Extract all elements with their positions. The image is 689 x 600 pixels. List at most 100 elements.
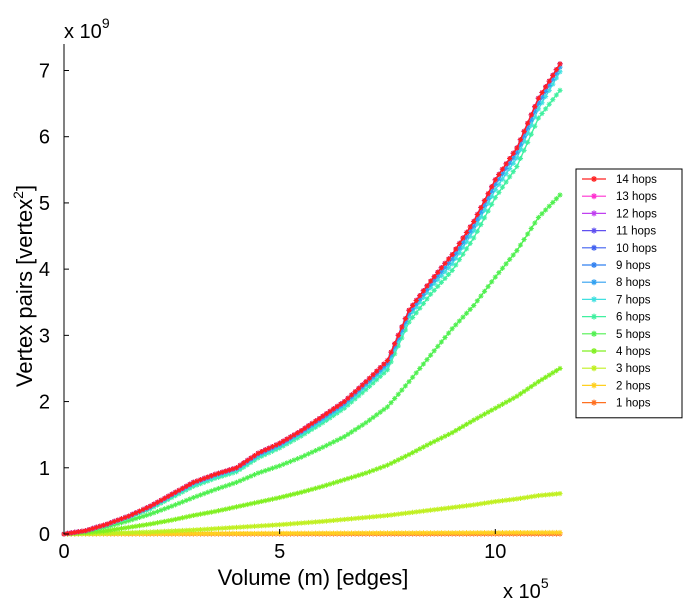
- data-point: [517, 391, 524, 397]
- data-point: [334, 530, 340, 536]
- data-point: [532, 109, 538, 115]
- data-point: [428, 507, 434, 513]
- data-point: [553, 368, 560, 374]
- data-point: [525, 529, 531, 536]
- data-point: [553, 196, 560, 202]
- data-point: [370, 530, 376, 536]
- data-point: [108, 530, 114, 536]
- data-point: [431, 281, 437, 287]
- data-point: [489, 193, 495, 200]
- data-point: [460, 503, 466, 509]
- data-point: [557, 529, 563, 536]
- data-point: [251, 500, 258, 506]
- data-point: [151, 520, 157, 527]
- data-point: [64, 530, 71, 537]
- series-line: [63, 63, 561, 535]
- data-point: [72, 529, 78, 535]
- data-point: [453, 255, 459, 261]
- data-point: [205, 530, 211, 537]
- data-point: [503, 179, 509, 185]
- data-point: [507, 397, 513, 403]
- data-point: [492, 498, 498, 505]
- data-point: [510, 395, 516, 401]
- data-point: [442, 505, 448, 511]
- data-point: [535, 95, 542, 101]
- data-point: [305, 519, 312, 526]
- data-point: [262, 498, 268, 504]
- data-point: [363, 387, 369, 393]
- data-point: [399, 530, 405, 536]
- data-point: [424, 530, 430, 536]
- data-point: [100, 528, 107, 534]
- data-point: [388, 400, 394, 406]
- data-point: [262, 447, 268, 453]
- data-point: [507, 155, 513, 162]
- data-point: [406, 319, 412, 325]
- data-point: [298, 489, 304, 495]
- legend-marker: [591, 210, 597, 217]
- data-point: [287, 521, 294, 527]
- x-axis-label: Volume (m) [edges]: [218, 565, 409, 590]
- data-point: [381, 530, 387, 536]
- data-point: [392, 341, 398, 347]
- data-point: [302, 425, 308, 431]
- data-point: [543, 106, 549, 112]
- data-point: [424, 289, 430, 296]
- data-point: [417, 299, 423, 305]
- data-point: [169, 528, 175, 534]
- data-point: [295, 530, 301, 536]
- data-point: [302, 530, 308, 536]
- data-point: [507, 160, 513, 166]
- data-point: [417, 530, 423, 536]
- data-point: [553, 70, 560, 76]
- data-point: [424, 442, 430, 448]
- data-point: [341, 530, 347, 536]
- data-point: [93, 524, 99, 530]
- data-point: [215, 530, 222, 537]
- legend-item: 11 hops: [582, 226, 656, 238]
- data-point: [183, 514, 189, 520]
- data-point: [395, 343, 401, 349]
- data-point: [215, 485, 222, 492]
- data-point: [496, 171, 502, 178]
- data-point: [528, 117, 534, 123]
- series-13-hops: [61, 61, 563, 537]
- data-point: [352, 427, 358, 433]
- data-point: [431, 507, 437, 513]
- data-point: [481, 288, 488, 294]
- data-point: [377, 409, 383, 415]
- legend-item: 3 hops: [582, 363, 651, 375]
- data-point: [392, 344, 398, 350]
- data-point: [528, 383, 534, 390]
- series-12-hops: [61, 61, 563, 537]
- data-point: [151, 529, 157, 535]
- data-point: [334, 403, 340, 410]
- data-point: [449, 251, 455, 258]
- data-point: [463, 503, 470, 509]
- data-point: [273, 442, 279, 448]
- data-point: [151, 510, 157, 516]
- data-point: [176, 500, 182, 506]
- data-point: [550, 76, 556, 82]
- legend-label: 13 hops: [616, 191, 657, 203]
- data-point: [219, 484, 225, 490]
- data-point: [86, 526, 92, 533]
- data-point: [478, 221, 484, 228]
- data-point: [115, 521, 121, 527]
- data-point: [291, 457, 297, 463]
- data-point: [223, 468, 229, 474]
- legend-marker: [591, 330, 597, 337]
- data-point: [262, 468, 268, 474]
- data-point: [140, 513, 146, 519]
- data-point: [133, 515, 139, 522]
- data-point: [442, 530, 448, 536]
- data-point: [320, 444, 326, 450]
- data-point: [399, 387, 405, 393]
- data-point: [553, 491, 560, 497]
- data-point: [485, 208, 491, 214]
- data-point: [539, 492, 545, 498]
- data-point: [108, 520, 114, 526]
- data-point: [230, 466, 236, 472]
- data-point: [377, 364, 383, 371]
- data-point: [284, 521, 290, 527]
